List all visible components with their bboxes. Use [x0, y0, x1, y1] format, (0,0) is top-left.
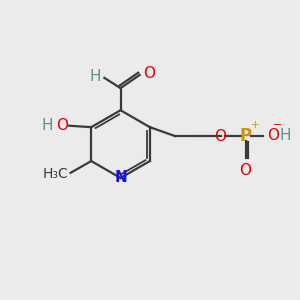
Text: H: H	[90, 70, 101, 85]
Text: O: O	[214, 128, 226, 143]
Text: O: O	[56, 118, 68, 133]
Text: H₃C: H₃C	[43, 167, 68, 181]
Text: N: N	[114, 170, 127, 185]
Text: O: O	[143, 66, 155, 81]
Text: −: −	[273, 119, 283, 130]
Text: O: O	[267, 128, 279, 143]
Text: O: O	[240, 163, 252, 178]
Text: P: P	[239, 127, 252, 145]
Text: +: +	[250, 119, 259, 130]
Text: H: H	[279, 128, 291, 143]
Text: H: H	[41, 118, 53, 133]
